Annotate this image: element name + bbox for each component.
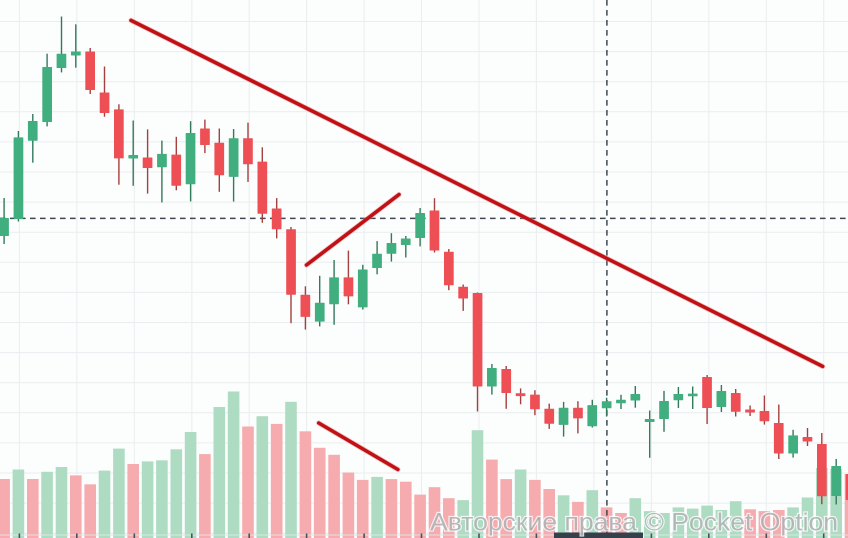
- svg-text:Авторские права © Pocket Optio: Авторские права © Pocket Option: [430, 509, 838, 537]
